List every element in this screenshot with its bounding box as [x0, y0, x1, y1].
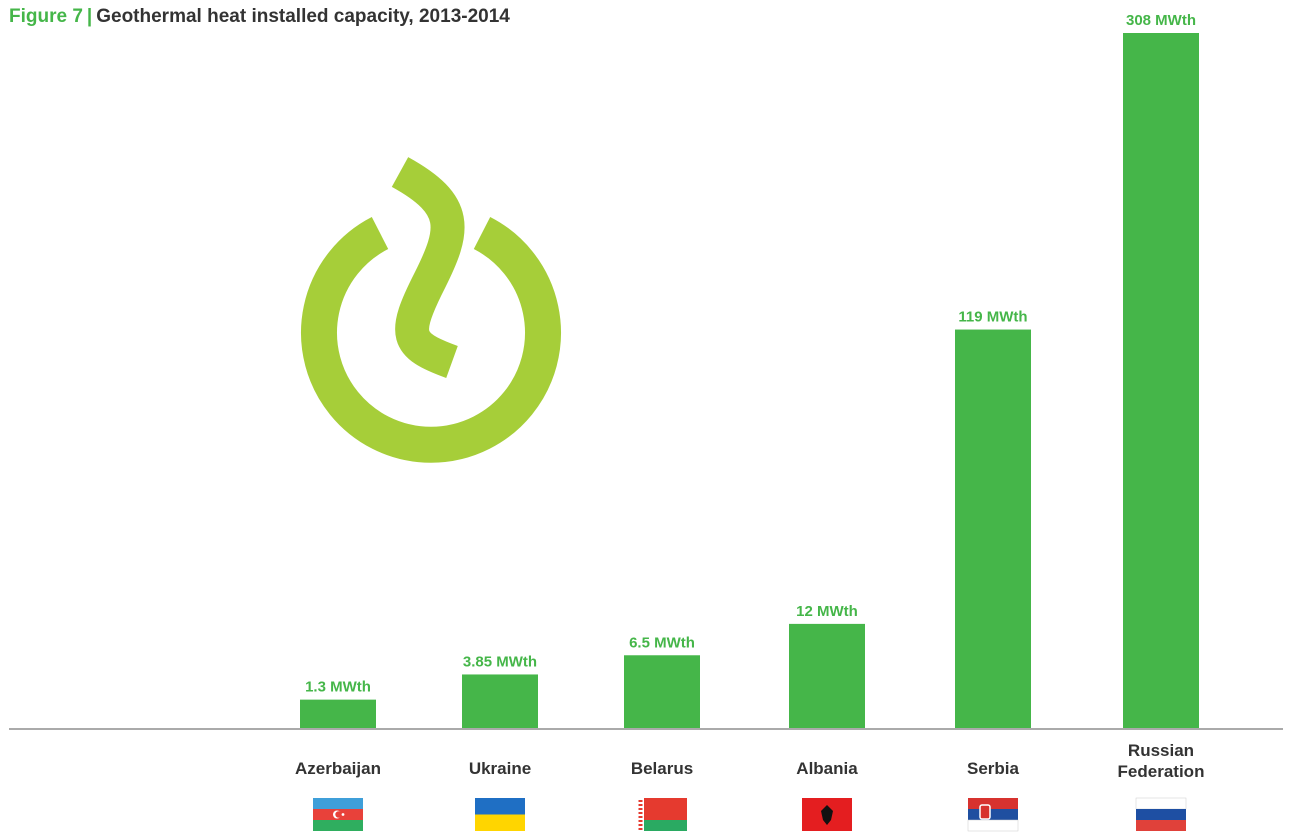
azerbaijan-flag: [313, 798, 363, 831]
category-label-serbia: Serbia: [967, 759, 1020, 778]
data-label-serbia: 119 MWth: [958, 309, 1027, 326]
data-label-ukraine: 3.85 MWth: [463, 653, 537, 670]
title-separator: |: [86, 6, 93, 27]
data-label-albania: 12 MWth: [796, 603, 858, 620]
bar-serbia: [955, 329, 1031, 728]
figure-title-text: Geothermal heat installed capacity, 2013…: [96, 6, 510, 27]
geothermal-logo: [301, 157, 561, 463]
data-label-russian-federation: 308 MWth: [1126, 12, 1196, 29]
figure-number: Figure 7: [9, 6, 83, 27]
category-line: Ukraine: [469, 759, 531, 778]
category-label-belarus: Belarus: [631, 759, 693, 778]
bar-ukraine: [462, 674, 538, 728]
bar-azerbaijan: [300, 699, 376, 728]
ukraine-flag: [475, 798, 525, 831]
belarus-flag: [637, 798, 687, 831]
category-line: Belarus: [631, 759, 693, 778]
albania-flag: [802, 798, 852, 831]
serbia-flag: [967, 798, 1019, 832]
category-label-azerbaijan: Azerbaijan: [295, 759, 381, 778]
bars-layer: 1.3 MWth 3.85 MWth 6.5 MWth 12 MWth 119 MWth…: [300, 12, 1199, 728]
category-label-albania: Albania: [796, 759, 858, 778]
category-labels: Azerbaijan Ukraine Belarus Albania Serbia Rus…: [295, 741, 1204, 781]
category-line: Azerbaijan: [295, 759, 381, 778]
category-line: Federation: [1118, 762, 1205, 781]
category-line: Albania: [796, 759, 858, 778]
figure-title: Figure 7 | Geothermal heat installed capac…: [9, 6, 510, 28]
bar-albania: [789, 623, 865, 728]
data-label-azerbaijan: 1.3 MWth: [305, 679, 371, 696]
category-label-russian-federation: Russian Federation: [1118, 741, 1205, 781]
russia-flag: [1135, 797, 1187, 831]
category-line: Serbia: [967, 759, 1020, 778]
category-label-ukraine: Ukraine: [469, 759, 531, 778]
logo-ring: [301, 216, 561, 463]
category-line: Russian: [1128, 741, 1194, 760]
flags-layer: [313, 797, 1187, 832]
data-label-belarus: 6.5 MWth: [629, 634, 695, 651]
bar-russian-federation: [1123, 33, 1199, 728]
bar-belarus: [624, 655, 700, 728]
logo-flame: [391, 157, 465, 378]
